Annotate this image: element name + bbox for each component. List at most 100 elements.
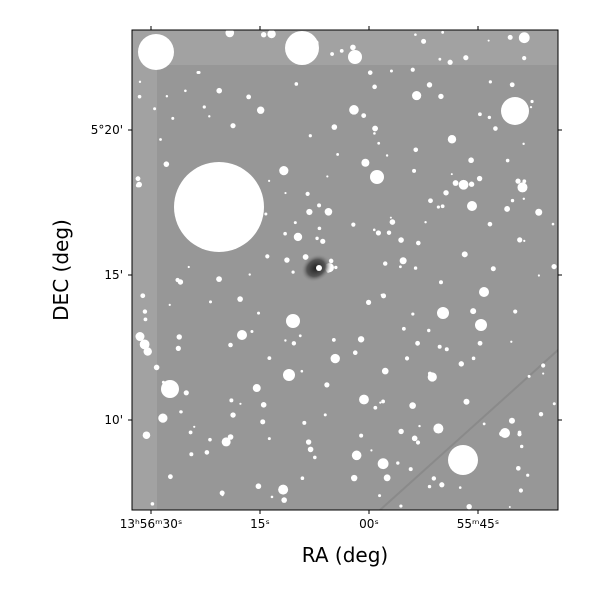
star: [438, 57, 442, 61]
star: [428, 198, 433, 204]
star: [413, 147, 419, 153]
star: [165, 95, 169, 98]
star: [479, 287, 489, 297]
star: [487, 39, 490, 42]
star: [256, 106, 265, 114]
star: [225, 30, 235, 38]
star: [324, 382, 330, 388]
star: [509, 82, 515, 88]
star: [518, 488, 524, 493]
star: [164, 51, 169, 56]
star: [482, 422, 486, 426]
star: [230, 412, 236, 418]
star: [370, 449, 373, 452]
star: [517, 237, 523, 243]
star: [537, 274, 541, 277]
star: [351, 222, 356, 227]
star: [187, 265, 190, 269]
star: [265, 254, 270, 259]
star: [294, 82, 299, 86]
star: [218, 206, 222, 209]
star: [235, 187, 240, 192]
star: [357, 336, 365, 343]
star: [468, 181, 475, 187]
star: [372, 84, 377, 90]
star: [250, 330, 254, 334]
star: [260, 419, 266, 425]
star: [227, 434, 234, 440]
star: [143, 347, 152, 356]
star: [257, 311, 261, 315]
star: [487, 115, 492, 120]
star: [508, 417, 515, 424]
star: [219, 490, 225, 496]
star: [312, 39, 319, 46]
star: [221, 437, 231, 447]
star: [159, 138, 162, 141]
star: [399, 265, 402, 269]
star: [208, 115, 211, 118]
star: [467, 201, 477, 211]
star: [142, 431, 151, 440]
star: [161, 40, 169, 48]
star: [135, 332, 145, 342]
star: [229, 398, 234, 403]
star: [386, 230, 392, 235]
star: [284, 339, 287, 342]
star: [415, 440, 421, 445]
star: [348, 50, 362, 64]
star: [175, 277, 180, 283]
star: [204, 450, 210, 455]
star: [317, 203, 322, 208]
star: [216, 87, 223, 94]
star: [283, 231, 287, 236]
star: [239, 402, 242, 405]
star: [383, 474, 391, 482]
star: [260, 32, 267, 38]
star: [493, 126, 498, 131]
star: [161, 380, 179, 398]
star: [410, 67, 415, 72]
star: [158, 413, 168, 423]
star: [367, 70, 373, 75]
star: [522, 197, 526, 200]
star: [527, 374, 531, 378]
star: [326, 175, 329, 178]
x-tick-label: 13ʰ56ᵐ30ˢ: [120, 517, 183, 531]
star: [552, 402, 556, 406]
star: [293, 221, 297, 225]
star: [313, 455, 317, 460]
star: [427, 372, 437, 382]
star: [424, 221, 427, 224]
star: [307, 446, 314, 453]
star: [216, 276, 222, 283]
star: [416, 240, 421, 246]
star: [298, 334, 302, 338]
ticks: 13ʰ56ᵐ30ˢ 15ˢ 00ˢ 55ᵐ45ˢ 5°20' 15' 10': [91, 26, 562, 531]
star: [202, 105, 206, 109]
star: [372, 228, 376, 232]
star: [458, 361, 464, 367]
star: [246, 94, 252, 100]
y-tick-label: 10': [104, 413, 123, 427]
star: [306, 208, 313, 216]
star: [279, 166, 289, 176]
star: [339, 49, 344, 53]
star: [516, 466, 521, 471]
star: [143, 317, 148, 322]
star: [179, 410, 183, 414]
star: [418, 424, 421, 428]
y-tick-label: 15': [104, 268, 123, 282]
star: [448, 445, 478, 475]
star: [284, 257, 290, 263]
star: [375, 230, 382, 236]
star: [535, 208, 543, 216]
x-axis-label: RA (deg): [302, 543, 388, 567]
star: [377, 458, 389, 470]
star: [458, 486, 462, 489]
star: [349, 105, 359, 115]
star: [320, 238, 326, 244]
star: [142, 309, 148, 314]
star: [193, 425, 196, 428]
